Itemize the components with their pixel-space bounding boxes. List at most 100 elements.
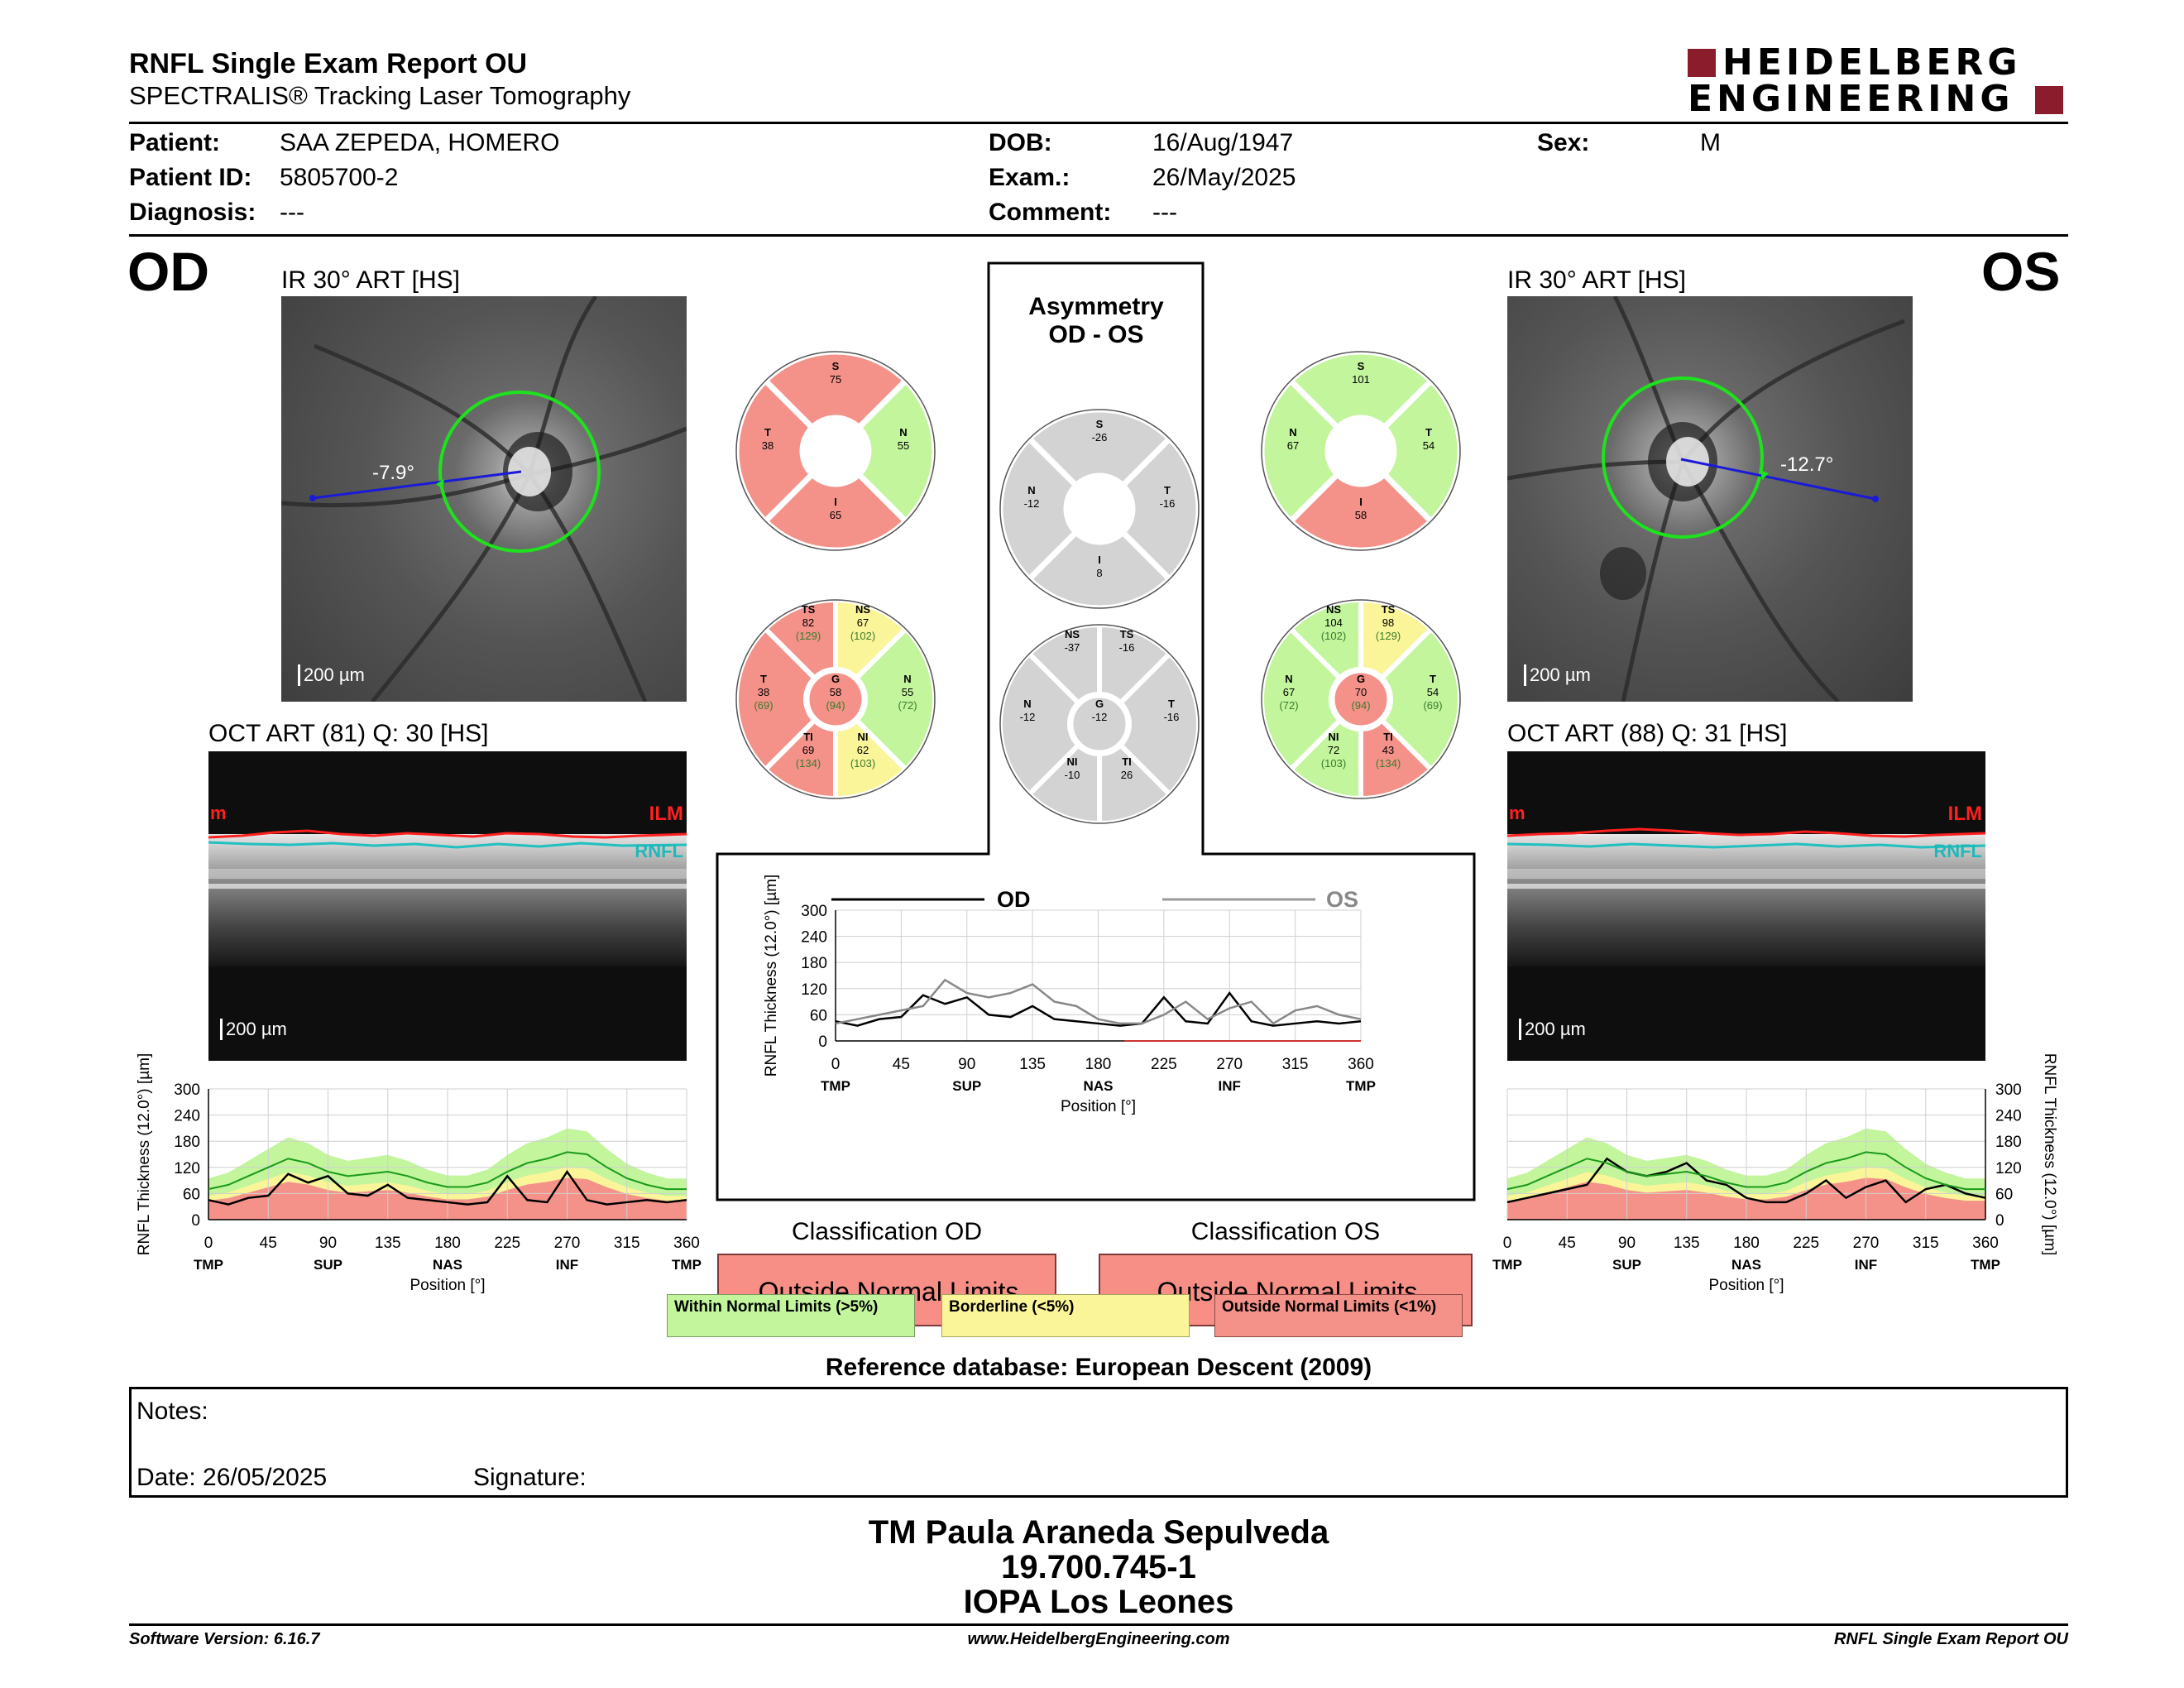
od-profile-chart-xtick: 225	[494, 1235, 520, 1252]
od-sectors-6-T-letter: T	[760, 673, 767, 685]
os-fundus-image: -12.7° 200 µm	[1507, 296, 1913, 702]
od-profile-chart-ytick: 240	[174, 1108, 200, 1125]
os-oct-title: OCT ART (88) Q: 31 [HS]	[1507, 720, 1788, 747]
od-profile-chart-xtick: 0	[204, 1235, 213, 1252]
od-oct-image: m ILM RNFL 200 µm	[208, 751, 687, 1061]
od-profile-chart-ylabel: RNFL Thickness (12.0°) [µm]	[136, 1053, 153, 1256]
od-sectors-4-N-letter: N	[899, 426, 907, 439]
asym-sectors-6-NS-letter: NS	[1065, 628, 1080, 640]
diagnosis-value: ---	[280, 199, 304, 226]
signer-id: 19.700.745-1	[1001, 1549, 1196, 1585]
asym-sectors-4-I-value: 8	[1096, 567, 1102, 579]
od-sectors-4-S-value: 75	[830, 373, 841, 386]
patient-id-value: 5805700-2	[280, 164, 399, 191]
combined-chart-xtick: 270	[1216, 1056, 1243, 1073]
logo-line1: HEIDELBERG	[1722, 41, 2022, 84]
os-profile-chart-ytick: 240	[1995, 1108, 2022, 1125]
os-sectors-6-N-value: 67	[1283, 686, 1295, 698]
os-profile-chart-xtick: 270	[1853, 1235, 1880, 1252]
combined-chart-line-od	[835, 990, 1362, 1027]
legend-od: OD	[997, 887, 1031, 912]
os-sectors-6-T-value: 54	[1427, 686, 1439, 698]
combined-chart-xtick: 360	[1348, 1056, 1374, 1073]
os-sectors-6-TS-value: 98	[1382, 616, 1394, 629]
os-profile-chart-xtick: 315	[1913, 1235, 1939, 1252]
od-profile-chart-xtick: 360	[673, 1235, 700, 1252]
os-sectors-6-NS-letter: NS	[1326, 603, 1341, 616]
od-profile-chart-xtick: 270	[554, 1235, 581, 1252]
os-profile-chart-xtick: 90	[1618, 1235, 1636, 1252]
reference-database: Reference database: European Descent (20…	[825, 1354, 1372, 1381]
combined-chart-ytick: 60	[810, 1007, 827, 1024]
od-oct-m: m	[210, 803, 227, 823]
diagnosis-label: Diagnosis:	[129, 199, 256, 226]
legend-outside-label: Outside Normal Limits (<1%)	[1222, 1298, 1437, 1316]
sex-value: M	[1700, 129, 1721, 156]
asym-sectors-6-TS-letter: TS	[1120, 628, 1134, 640]
comment-label: Comment:	[989, 199, 1112, 226]
legend-borderline-label: Borderline (<5%)	[949, 1298, 1075, 1316]
asym-sectors-4-N-value: -12	[1024, 497, 1040, 510]
combined-chart-ytick: 240	[801, 929, 827, 947]
od-ir-title: IR 30° ART [HS]	[281, 266, 460, 294]
asym-sectors-4-T-letter: T	[1164, 484, 1171, 496]
od-sectors-6-T-ref: (69)	[754, 699, 773, 712]
od-sectors-6-TS-value: 82	[802, 616, 814, 629]
notes-box: Notes: Date: 26/05/2025 Signature:	[129, 1387, 2068, 1498]
od-sectors-4-I-letter: I	[834, 496, 837, 508]
software-version: Software Version: 6.16.7	[129, 1630, 320, 1648]
combined-chart-ytick: 300	[801, 903, 827, 920]
notes-label: Notes:	[136, 1398, 208, 1425]
od-profile-chart-xtick: 315	[614, 1235, 640, 1252]
patient-value: SAA ZEPEDA, HOMERO	[280, 129, 560, 156]
os-profile-chart-xtick: 135	[1674, 1235, 1700, 1252]
os-sectors-6-N-ref: (72)	[1279, 699, 1298, 712]
od-profile-chart: 0 60 120 180 240 300 0 45 90 135 180 225 270 315 360 TM…	[136, 1053, 702, 1294]
combined-chart-xtick: 315	[1282, 1056, 1309, 1073]
os-profile-chart-xtick: 45	[1559, 1235, 1576, 1252]
website-url: www.HeidelbergEngineering.com	[967, 1630, 1230, 1648]
os-sectors-6-NI-ref: (103)	[1321, 757, 1346, 770]
os-profile-chart-xtick: 180	[1733, 1235, 1760, 1252]
os-profile-chart-xtick: 0	[1503, 1235, 1512, 1252]
asym-sectors-6-N-value: -12	[1020, 711, 1036, 723]
od-profile-chart-xtick: 135	[375, 1235, 401, 1252]
os-profile-chart-ytick: 300	[1995, 1081, 2022, 1099]
legend-within: Within Normal Limits (>5%)	[667, 1294, 915, 1337]
od-profile-chart-ytick: 60	[183, 1186, 200, 1203]
od-profile-chart-line-normal	[208, 1151, 687, 1191]
od-profile-chart-xtick: 45	[260, 1235, 277, 1252]
od-angle: -7.9°	[372, 462, 414, 484]
od-profile-chart-ytick: 300	[174, 1081, 200, 1099]
od-sectors-4-T-value: 38	[762, 439, 774, 452]
signer-org: IOPA Los Leones	[963, 1584, 1234, 1620]
od-sectors-6-NS-value: 67	[857, 616, 869, 629]
combined-chart-ytick: 120	[801, 981, 827, 999]
od-profile-chart-xtick: 180	[434, 1235, 461, 1252]
os-sectors-6-G-ref: (94)	[1351, 699, 1370, 712]
os-sectors-4-I-value: 58	[1355, 509, 1367, 521]
combined-legend: OD OS	[831, 887, 1358, 912]
od-profile-chart-xcat: TMP	[672, 1257, 702, 1273]
od-sectors-6-TI-letter: TI	[803, 731, 813, 743]
od-sectors-6-NI-letter: NI	[858, 731, 869, 743]
asym-sectors-6-TI-value: 26	[1121, 769, 1133, 781]
od-sectors-6-N-ref: (72)	[898, 699, 917, 712]
od-sectors-6-NS-ref: (102)	[850, 630, 875, 642]
od-sectors-6-G-letter: G	[831, 673, 840, 685]
combined-chart-xcat: INF	[1219, 1078, 1241, 1094]
legend-outside: Outside Normal Limits (<1%)	[1214, 1294, 1463, 1337]
os-sectors-6-G-letter: G	[1357, 673, 1365, 685]
od-sectors-6-TI-value: 69	[802, 744, 814, 756]
combined-chart-xcat: TMP	[1346, 1078, 1376, 1094]
combined-chart-ylabel: RNFL Thickness (12.0°) [µm]	[763, 875, 780, 1077]
signer-name: TM Paula Araneda Sepulveda	[868, 1514, 1329, 1551]
od-oct-rnfl: RNFL	[635, 841, 683, 861]
os-profile-chart-xcat: TMP	[1971, 1257, 2000, 1273]
exam-value: 26/May/2025	[1152, 164, 1296, 191]
combined-chart-ytick: 0	[818, 1033, 827, 1051]
